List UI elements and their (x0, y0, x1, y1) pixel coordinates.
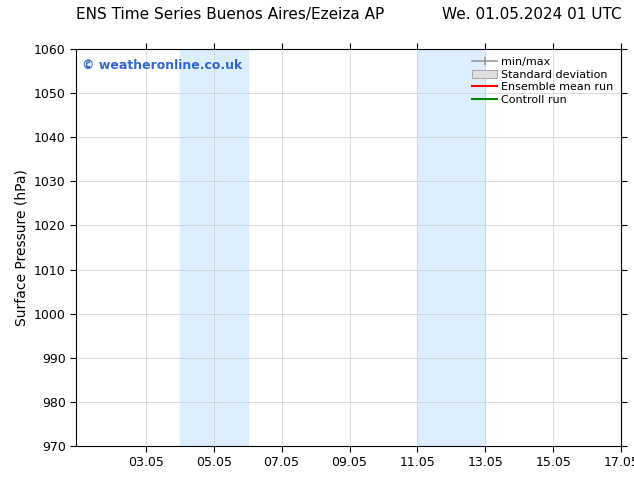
Text: We. 01.05.2024 01 UTC: We. 01.05.2024 01 UTC (442, 7, 621, 22)
Y-axis label: Surface Pressure (hPa): Surface Pressure (hPa) (14, 169, 29, 326)
Text: ENS Time Series Buenos Aires/Ezeiza AP: ENS Time Series Buenos Aires/Ezeiza AP (76, 7, 384, 22)
Legend: min/max, Standard deviation, Ensemble mean run, Controll run: min/max, Standard deviation, Ensemble me… (468, 52, 618, 110)
Bar (418, 49, 486, 446)
Text: © weatheronline.co.uk: © weatheronline.co.uk (82, 59, 242, 72)
Bar (179, 49, 248, 446)
